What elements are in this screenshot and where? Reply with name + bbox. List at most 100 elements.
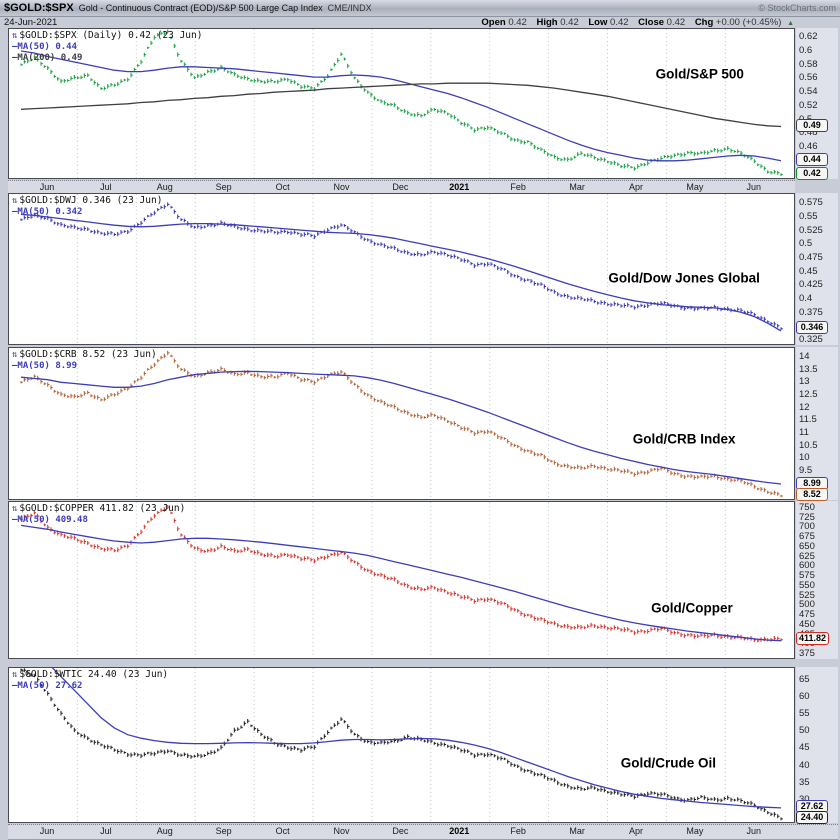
month-label: Mar (569, 182, 585, 192)
price-close-ticks (21, 669, 783, 820)
month-label: Sep (215, 826, 232, 836)
last-value-box: 24.40 (796, 811, 828, 825)
month-label: Nov (333, 182, 350, 192)
y-tick-label: 12 (799, 401, 810, 413)
y-tick-label: 0.525 (799, 224, 823, 236)
y-tick-label: 13 (799, 376, 810, 388)
y-tick-label: 50 (799, 725, 810, 737)
y-axis-gold-wtic: 65 60 55 50 45 40 35 30 27.62 24.40 (796, 667, 838, 825)
y-tick-label: 30 (799, 793, 810, 805)
month-label: 2021 (449, 826, 470, 836)
y-tick-label: 0.475 (799, 252, 823, 264)
month-label: 2021 (449, 182, 470, 192)
chart-title-bar: $GOLD:$SPX Gold - Continuous Contract (E… (0, 0, 840, 17)
y-tick-label: 9.5 (799, 465, 813, 477)
month-label: Apr (628, 826, 643, 836)
panel-gold-spx: ⇅ $GOLD:$SPX (Daily) 0.42 (23 Jun) —MA(50)… (8, 28, 795, 179)
month-label: Mar (569, 826, 585, 836)
month-label: Sep (215, 182, 232, 192)
chart-symbol: $GOLD:$SPX (4, 2, 74, 14)
y-tick-label: 450 (799, 618, 815, 630)
chart-sub-bar: 24-Jun-2021 Open 0.42 High 0.42 Low 0.42… (0, 17, 840, 28)
y-tick-label: 0.4 (799, 293, 813, 305)
y-tick-label: 0.48 (799, 127, 818, 139)
month-label: May (686, 826, 704, 836)
y-tick-label: 0.6 (799, 44, 813, 56)
month-label: Jun (746, 826, 762, 836)
ma-line-ma(50) (20, 524, 782, 642)
y-tick-label: 35 (799, 776, 810, 788)
y-tick-label: 500 (799, 599, 815, 611)
y-tick-label: 700 (799, 521, 815, 533)
last-value-box: 0.346 (796, 321, 828, 335)
panel-gold-dwj: ⇅ $GOLD:$DWJ 0.346 (23 Jun) —MA(50) 0.342 G… (8, 193, 795, 345)
y-tick-label: 0.425 (799, 279, 823, 291)
month-label: Oct (275, 826, 290, 836)
price-bars (20, 668, 782, 821)
price-plot (20, 348, 783, 499)
y-axis-gold-dwj: 0.575 0.55 0.525 0.5 0.475 0.45 0.425 0.4 0.375 0… (796, 193, 838, 345)
month-axis-bottom: Jun Jul Aug Sep Oct Nov Dec 2021 Feb Mar Apr May Jun (8, 824, 838, 840)
y-tick-label: 14 (799, 350, 810, 362)
y-tick-label: 13.5 (799, 363, 818, 375)
y-tick-label: 0.62 (799, 31, 818, 43)
last-value-box: 0.42 (796, 167, 828, 181)
ma-line-ma(50) (20, 50, 782, 162)
ma-line-ma(200) (20, 82, 782, 128)
quote-low: Low 0.42 (588, 17, 629, 28)
y-tick-label: 525 (799, 589, 815, 601)
y-tick-label: 0.55 (799, 210, 818, 222)
last-value-box: 8.52 (796, 488, 828, 502)
month-label: Jun (39, 826, 55, 836)
y-tick-label: 40 (799, 759, 810, 771)
y-tick-label: 375 (799, 648, 815, 660)
quote-open: Open 0.42 (481, 17, 527, 28)
y-tick-label: 575 (799, 570, 815, 582)
month-label: Oct (275, 182, 290, 192)
month-label: Aug (156, 826, 173, 836)
month-gridlines (76, 348, 726, 499)
y-tick-label: 12.5 (799, 388, 818, 400)
y-tick-label: 0.45 (799, 265, 818, 277)
month-label: Jul (100, 182, 112, 192)
y-tick-label: 0.5 (799, 238, 813, 250)
y-tick-label: 10.5 (799, 439, 818, 451)
y-tick-label: 65 (799, 673, 810, 685)
y-axis-gold-spx: 0.620.60.580.560.540.520.50.480.460.440.… (796, 28, 838, 181)
y-axis-gold-crb: 14 13.5 13 12.5 12 11.5 11 10.5 10 9.5 8.99 8.52 (796, 347, 838, 502)
chart-description: Gold - Continuous Contract (EOD)/S&P 500… (78, 3, 323, 13)
price-close-ticks (21, 203, 783, 330)
chart-date: 24-Jun-2021 (4, 17, 58, 28)
y-tick-label: 625 (799, 550, 815, 562)
month-label: Jun (746, 182, 762, 192)
y-tick-label: 0.375 (799, 306, 823, 318)
month-label: Feb (510, 182, 526, 192)
y-tick-label: 475 (799, 609, 815, 621)
ma-line-ma(50) (51, 668, 782, 809)
last-value-box: 411.82 (796, 632, 830, 646)
y-tick-label: 60 (799, 691, 810, 703)
y-tick-label: 0.58 (799, 58, 818, 70)
last-value-box: 0.49 (796, 119, 828, 132)
price-plot (20, 668, 783, 822)
month-label: Dec (392, 826, 409, 836)
change-up-triangle-icon: ▲ (787, 20, 794, 27)
quote-change: Chg +0.00 (+0.45%) (694, 17, 782, 28)
y-tick-label: 750 (799, 501, 815, 513)
month-gridlines (76, 194, 726, 344)
price-bars (20, 505, 782, 643)
ohlc-quote-row: Open 0.42 High 0.42 Low 0.42 Close 0.42 … (474, 17, 794, 28)
last-value-box: 0.44 (796, 153, 828, 167)
month-label: Jul (100, 826, 112, 836)
ma-line-ma(50) (20, 370, 782, 485)
y-tick-label: 10 (799, 452, 810, 464)
y-tick-label: 0.52 (799, 99, 818, 111)
y-tick-label: 600 (799, 560, 815, 572)
y-tick-label: 0.54 (799, 86, 818, 98)
month-gridlines (76, 668, 726, 822)
month-label: Jun (39, 182, 55, 192)
y-tick-label: 0.56 (799, 72, 818, 84)
y-tick-label: 11 (799, 427, 809, 439)
